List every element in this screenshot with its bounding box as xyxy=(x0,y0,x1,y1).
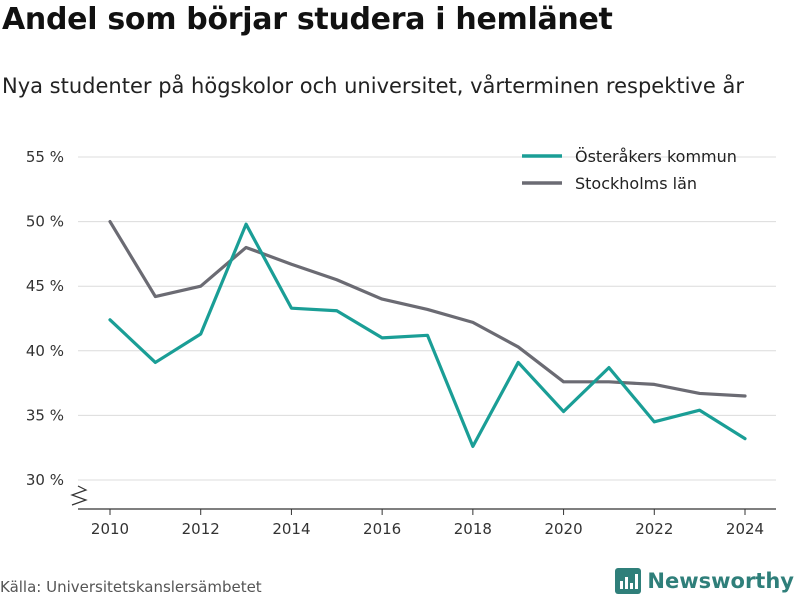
axis-break-icon xyxy=(70,485,88,506)
x-axis: 2010 2012 2014 2016 2018 2020 2022 2024 xyxy=(70,485,776,538)
brand-name: Newsworthy xyxy=(647,569,794,593)
newsworthy-logo-icon xyxy=(615,568,642,594)
y-tick-label: 50 % xyxy=(26,213,64,231)
x-tick-label: 2024 xyxy=(726,520,764,538)
legend-label: Österåkers kommun xyxy=(575,147,737,166)
x-tick-label: 2022 xyxy=(635,520,673,538)
legend: Österåkers kommun Stockholms län xyxy=(522,147,737,193)
series-lines xyxy=(108,220,747,449)
y-tick-label: 30 % xyxy=(26,471,64,489)
brand-logo: Newsworthy xyxy=(615,568,794,594)
grid-lines xyxy=(78,156,776,481)
x-tick-label: 2014 xyxy=(272,520,310,538)
chart-subtitle: Nya studenter på högskolor och universit… xyxy=(2,74,744,98)
y-tick-label: 55 % xyxy=(26,148,64,166)
x-tick-label: 2020 xyxy=(544,520,582,538)
x-tick-label: 2016 xyxy=(363,520,401,538)
x-tick-label: 2010 xyxy=(91,520,129,538)
y-tick-label: 45 % xyxy=(26,277,64,295)
y-tick-label: 35 % xyxy=(26,406,64,424)
y-axis-ticks: 30 % 35 % 40 % 45 % 50 % 55 % xyxy=(26,148,64,489)
chart-title: Andel som börjar studera i hemlänet xyxy=(2,2,613,37)
legend-label: Stockholms län xyxy=(575,174,697,193)
y-tick-label: 40 % xyxy=(26,342,64,360)
series-line-stockholm xyxy=(108,220,747,398)
x-tick-label: 2018 xyxy=(454,520,492,538)
source-note: Källa: Universitetskanslersämbetet xyxy=(0,578,262,596)
x-tick-label: 2012 xyxy=(182,520,220,538)
series-line-osteraker xyxy=(108,222,747,449)
